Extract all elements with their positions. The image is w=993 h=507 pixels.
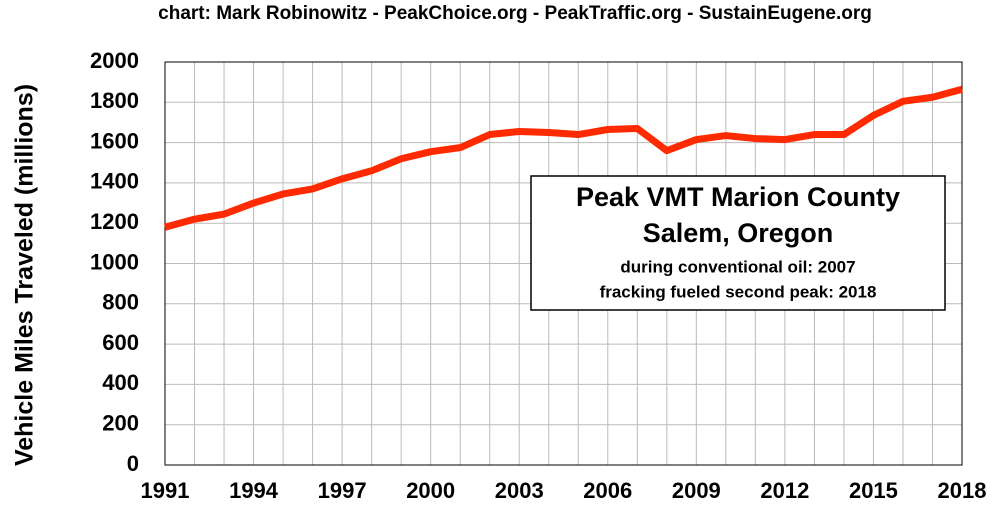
x-tick-label: 2003	[495, 478, 544, 503]
x-tick-label: 1991	[141, 478, 190, 503]
chart-subtitle: chart: Mark Robinowitz - PeakChoice.org …	[158, 3, 872, 24]
x-tick-label: 2000	[406, 478, 455, 503]
y-tick-label: 0	[127, 451, 139, 476]
y-tick-label: 1800	[90, 88, 139, 113]
y-axis-label: Vehicle Miles Traveled (millions)	[11, 84, 39, 466]
y-tick-label: 1200	[90, 209, 139, 234]
y-tick-label: 400	[102, 370, 139, 395]
x-tick-label: 2006	[583, 478, 632, 503]
y-tick-label: 2000	[90, 48, 139, 73]
x-tick-label: 2018	[938, 478, 987, 503]
y-tick-label: 600	[102, 330, 139, 355]
x-tick-label: 2009	[672, 478, 721, 503]
data-line	[164, 85, 963, 231]
x-tick-label: 2012	[760, 478, 809, 503]
y-tick-label: 1000	[90, 249, 139, 274]
plot-frame	[164, 61, 963, 466]
y-tick-label: 200	[102, 411, 139, 436]
annotation-box	[530, 175, 946, 311]
y-tick-label: 1600	[90, 128, 139, 153]
x-tick-label: 2015	[849, 478, 898, 503]
annotation: Salem, Oregon	[643, 218, 834, 248]
x-tick-label: 1994	[229, 478, 279, 503]
annotation: Peak VMT Marion County	[576, 182, 900, 212]
annotation: during conventional oil: 2007	[620, 257, 855, 276]
x-tick-label: 1997	[318, 478, 367, 503]
y-tick-label: 800	[102, 290, 139, 315]
annotation: fracking fueled second peak: 2018	[600, 282, 877, 301]
y-tick-label: 1400	[90, 169, 139, 194]
